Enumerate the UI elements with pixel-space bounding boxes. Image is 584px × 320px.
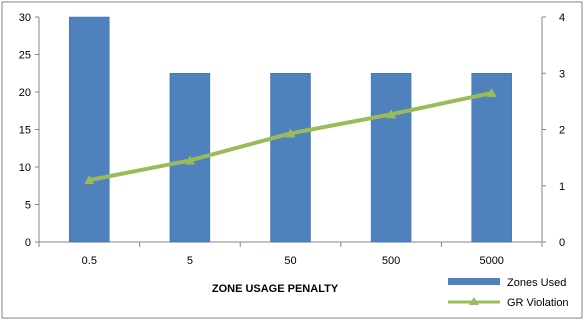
legend: Zones Used GR Violation: [448, 277, 569, 309]
legend-marker-gr-violation: [469, 297, 479, 305]
bar-zones-used: [270, 73, 311, 243]
y-left-tick-label: 15: [19, 125, 31, 137]
y-right-tick-label: 0: [559, 237, 565, 249]
x-tick-label: 5000: [479, 255, 503, 267]
legend-label-gr-violation: GR Violation: [507, 297, 569, 309]
bar-zones-used: [69, 16, 110, 243]
y-left-tick-label: 30: [19, 12, 31, 24]
y-right-tick-label: 3: [559, 68, 565, 80]
x-axis-label: ZONE USAGE PENALTY: [212, 283, 339, 295]
y-right-tick-label: 2: [559, 125, 565, 137]
bar-zones-used: [471, 73, 512, 243]
y-right-tick-label: 4: [559, 12, 565, 24]
point-gr-violation: [84, 175, 95, 185]
line-series: [84, 87, 497, 185]
legend-label-zones-used: Zones Used: [507, 277, 566, 289]
bar-series: [69, 16, 512, 243]
y-left-tick-label: 25: [19, 50, 31, 62]
x-tick-label: 5: [187, 255, 193, 267]
x-tick-label: 50: [284, 255, 296, 267]
legend-swatch-zones-used: [448, 278, 500, 285]
y-left-tick-label: 10: [19, 162, 31, 174]
y-left-tick-label: 20: [19, 87, 31, 99]
point-gr-violation: [285, 128, 296, 138]
bar-zones-used: [370, 73, 412, 243]
point-gr-violation: [486, 87, 497, 97]
tick-labels: 0 5 10 15 20 25 30 0 1 2 3 4 0.5 5 50 500 5000: [19, 12, 565, 267]
y-left-tick-label: 5: [25, 200, 31, 212]
x-tick-label: 500: [382, 255, 400, 267]
x-tick-label: 0.5: [82, 255, 97, 267]
point-gr-violation: [386, 109, 397, 119]
point-gr-violation: [184, 155, 195, 165]
y-left-tick-label: 0: [25, 237, 31, 249]
y-right-tick-label: 1: [559, 181, 565, 193]
